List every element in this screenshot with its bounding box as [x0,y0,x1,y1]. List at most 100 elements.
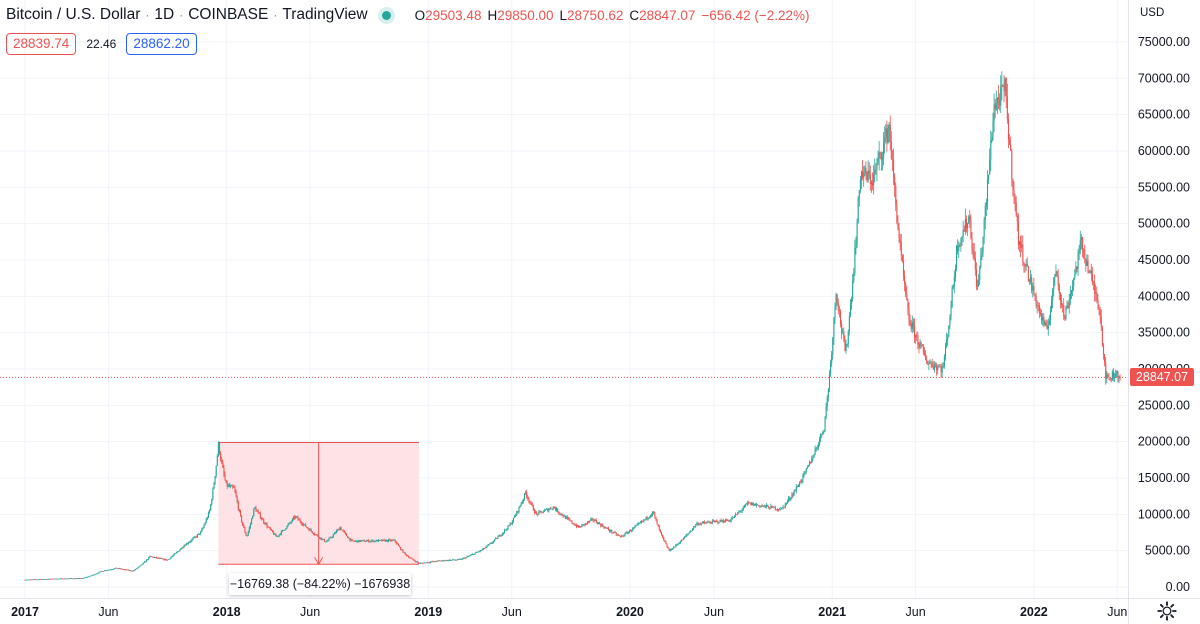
candle-body [117,568,119,570]
candle-body [295,516,297,519]
candle-body [972,248,974,252]
candle-body [190,541,192,542]
candle-body [639,522,642,524]
candle-body [277,535,279,537]
candle-body [942,366,944,368]
candle-body [462,558,464,560]
candle-body [294,517,296,519]
candle-body [1019,241,1021,245]
candle-body [595,520,597,523]
symbol-name[interactable]: Bitcoin / U.S. Dollar [6,6,141,23]
candle-body [236,496,238,503]
candle-body [436,560,438,562]
candle-body [49,578,52,580]
measure-tool[interactable] [218,441,419,566]
candle-body [979,267,981,280]
candle-body [687,533,689,535]
candle-body [207,512,210,518]
candle-body [319,537,321,539]
candle-body [1094,282,1096,294]
candle-body [140,564,142,566]
candle-body [670,549,673,550]
time-scale[interactable]: 2017 Jun 2018 Jun 2019 Jun 2020 Jun 2021 Jun 2022 J… [0,598,1200,620]
candle-body [609,530,611,532]
candle-body [1104,354,1106,363]
candle-body [201,529,203,532]
candle-body [254,507,256,509]
ask-price-button[interactable]: 28862.20 [126,33,197,55]
candle-body [141,564,143,566]
y-tick-label: 10000.00 [1138,507,1190,521]
candle-body [444,560,446,562]
candle-body [884,137,886,142]
candle-body [767,505,769,507]
candle-body [996,97,998,103]
candle-body [642,520,644,522]
candle-body [105,570,107,572]
candle-body [256,511,258,512]
interval-label[interactable]: 1D [154,6,175,23]
candle-body [631,530,633,532]
candle-body [227,485,229,487]
candle-body [338,529,340,531]
candle-body [253,508,255,517]
candle-body [641,520,643,523]
candle-body [940,367,942,373]
candle-body [438,560,440,562]
candle-body [291,518,294,522]
candle-body [841,323,843,333]
candle-body [1116,370,1118,374]
candle-body [975,269,978,287]
candle-body [1068,299,1070,308]
settings-gear-icon[interactable] [1156,600,1178,622]
candle-body [737,512,739,515]
candle-body [126,569,128,571]
candle-body [123,569,126,571]
y-tick-label: 25000.00 [1138,398,1190,412]
candle-body [346,533,348,537]
high-label: H [487,7,498,23]
candle-body [1045,322,1047,326]
candle-body [463,557,465,559]
candle-body [1005,78,1007,97]
candle-body [283,529,285,531]
candle-body [342,530,344,532]
bid-price-button[interactable]: 28839.74 [6,33,77,55]
candle-body [973,251,975,258]
candle-body [675,544,677,547]
price-scale[interactable]: 0.00 5000.00 10000.00 15000.00 20000.00 25000… [1128,0,1191,624]
candle-body [159,558,161,559]
candle-body [1084,249,1086,259]
candle-body [561,513,563,516]
candle-body [305,524,307,527]
candle-body [354,540,356,542]
candle-body [119,568,121,570]
candle-body [823,430,825,432]
candle-body [437,560,439,562]
candle-body [552,506,554,509]
candle-body [930,362,932,364]
exchange-label: COINBASE [188,6,269,23]
candle-body [763,505,765,507]
candle-body [929,362,931,364]
candle-body [633,527,635,529]
candle-body [926,359,928,364]
candle-body [505,529,507,531]
candle-body [109,569,111,571]
symbol-legend[interactable]: Bitcoin / U.S. Dollar · 1D · COINBASE · … [6,4,810,26]
candle-body [1114,377,1116,379]
candle-body [1079,240,1081,251]
currency-label[interactable]: USD [1140,7,1165,19]
y-tick-label: 40000.00 [1138,289,1190,303]
candle-body [681,539,684,541]
candle-body [458,558,460,560]
candle-body [150,556,152,557]
candle-body [710,522,712,524]
candle-body [697,523,699,525]
candle-body [470,554,473,556]
candle-body [146,559,148,562]
candle-body [108,569,110,571]
candle-body [627,531,629,534]
candle-body [751,502,753,505]
